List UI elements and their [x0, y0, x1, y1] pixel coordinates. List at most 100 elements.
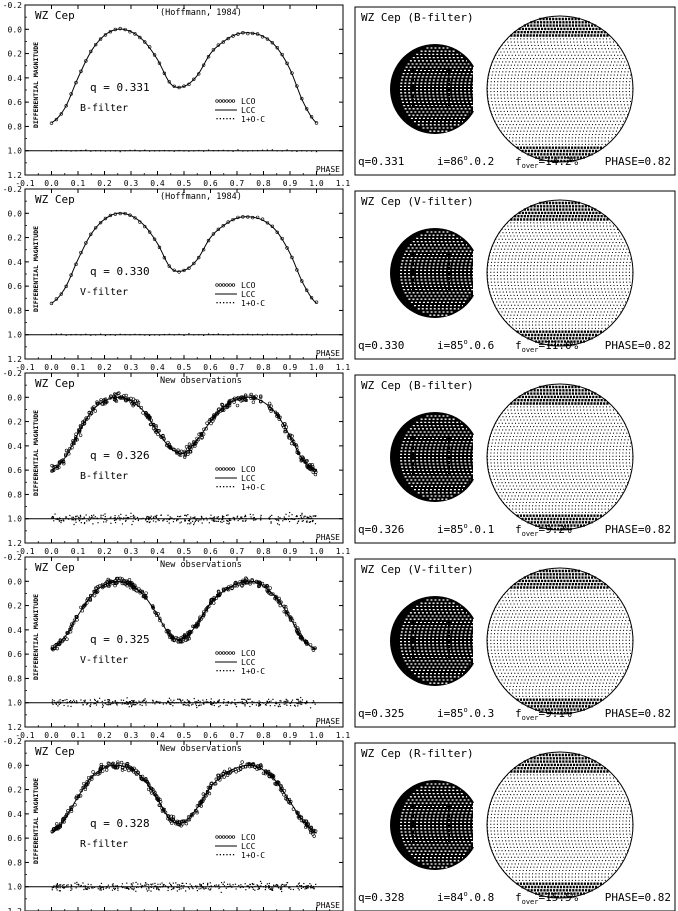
oc-residual-point [114, 888, 116, 891]
lco-observation-point [240, 395, 245, 400]
oc-residual-point [222, 702, 224, 704]
oc-residual-point [298, 520, 300, 522]
oc-residual-point [158, 888, 160, 891]
oc-residual-point [221, 881, 223, 884]
oc-residual-point [214, 520, 216, 522]
oc-residual-point [292, 888, 295, 891]
y-tick-label: 1.2 [8, 723, 23, 732]
oc-residual-point [51, 887, 53, 889]
model-title: WZ Cep (V-filter) [361, 195, 474, 208]
lco-observation-point [259, 765, 264, 769]
lco-observation-point [208, 601, 213, 605]
oc-residual-point [133, 889, 135, 891]
lco-observation-point [275, 230, 279, 235]
oc-residual-point [84, 885, 87, 887]
oc-residual-point [129, 701, 131, 704]
y-tick-label: 0.2 [8, 786, 23, 795]
oc-residual-point [268, 701, 271, 703]
oc-residual-point [258, 702, 260, 705]
lco-observation-point [154, 430, 159, 434]
lco-observation-point [195, 436, 199, 441]
oc-residual-point [126, 887, 129, 889]
oc-residual-point [75, 516, 77, 518]
oc-residual-point [218, 518, 220, 521]
lco-observation-point [209, 598, 213, 602]
oc-residual-point [235, 888, 237, 890]
oc-residual-point [315, 333, 318, 335]
lco-observation-point [309, 830, 313, 835]
oc-residual-point [55, 886, 57, 888]
oc-residual-point [133, 701, 135, 703]
oc-residual-point [286, 333, 288, 336]
lco-observation-point [226, 771, 231, 775]
oc-residual-point [108, 703, 110, 705]
oc-residual-point [305, 702, 307, 704]
lco-observation-point [314, 300, 319, 304]
oc-residual-point [129, 700, 131, 703]
x-tick-label: 0.2 [97, 179, 112, 188]
oc-residual-point [74, 882, 76, 884]
lco-observation-point [136, 400, 141, 405]
oc-residual-point [78, 518, 80, 520]
lco-observation-point [59, 112, 64, 116]
oc-residual-point [249, 513, 251, 515]
lco-observation-point [89, 232, 93, 237]
oc-residual-point [268, 517, 270, 519]
oc-residual-point [236, 701, 238, 704]
oc-residual-point [193, 517, 196, 519]
lco-observation-point [66, 809, 70, 813]
lco-observation-point [75, 794, 79, 798]
lco-observation-point [222, 588, 226, 592]
x-tick-label: 0.5 [177, 363, 192, 372]
lco-observation-point [167, 629, 172, 634]
oc-residual-point [200, 884, 202, 886]
secondary-star [390, 44, 480, 134]
oc-residual-point [90, 884, 92, 886]
oc-residual-point [86, 887, 89, 889]
lco-observation-point [267, 772, 272, 776]
oc-residual-point [93, 517, 95, 519]
oc-residual-point [109, 517, 111, 519]
oc-residual-point [131, 888, 133, 890]
oc-residual-point [198, 149, 200, 152]
lco-observation-point [267, 404, 271, 408]
lco-observation-point [279, 788, 284, 793]
oc-residual-point [243, 702, 245, 704]
oc-residual-point [257, 333, 259, 335]
oc-residual-point [306, 701, 309, 704]
lco-observation-point [74, 432, 78, 436]
lco-observation-point [177, 85, 181, 90]
oc-residual-point [245, 701, 248, 703]
oc-residual-point [286, 704, 288, 706]
x-tick-label: 0.9 [283, 731, 298, 740]
oc-residual-point [105, 521, 107, 523]
lco-observation-point [294, 628, 299, 632]
oc-residual-point [206, 883, 209, 885]
lco-observation-point [183, 819, 188, 823]
oc-residual-point [283, 884, 285, 886]
oc-residual-point [212, 520, 214, 522]
lco-observation-point [101, 765, 106, 769]
oc-residual-point [297, 883, 300, 885]
oc-residual-point [260, 882, 263, 884]
legend-lco-marker [225, 651, 229, 655]
oc-residual-point [296, 885, 299, 887]
lco-observation-point [93, 409, 98, 413]
legend-oc-marker [232, 118, 235, 120]
model-title: WZ Cep (V-filter) [361, 563, 474, 576]
lco-observation-point [90, 777, 94, 781]
oc-residual-point [57, 705, 59, 707]
oc-residual-point [137, 886, 139, 888]
oc-residual-point [301, 701, 303, 703]
oc-residual-point [212, 702, 214, 704]
lco-observation-point [69, 807, 73, 811]
lco-observation-point [221, 224, 225, 228]
oc-residual-point [280, 887, 282, 889]
oc-residual-point [216, 520, 218, 522]
oc-residual-point [266, 333, 269, 335]
lco-observation-point [96, 772, 100, 777]
lco-observation-point [91, 407, 95, 412]
oc-residual-point [75, 700, 78, 702]
lco-observation-point [151, 787, 155, 792]
oc-residual-point [242, 520, 244, 522]
